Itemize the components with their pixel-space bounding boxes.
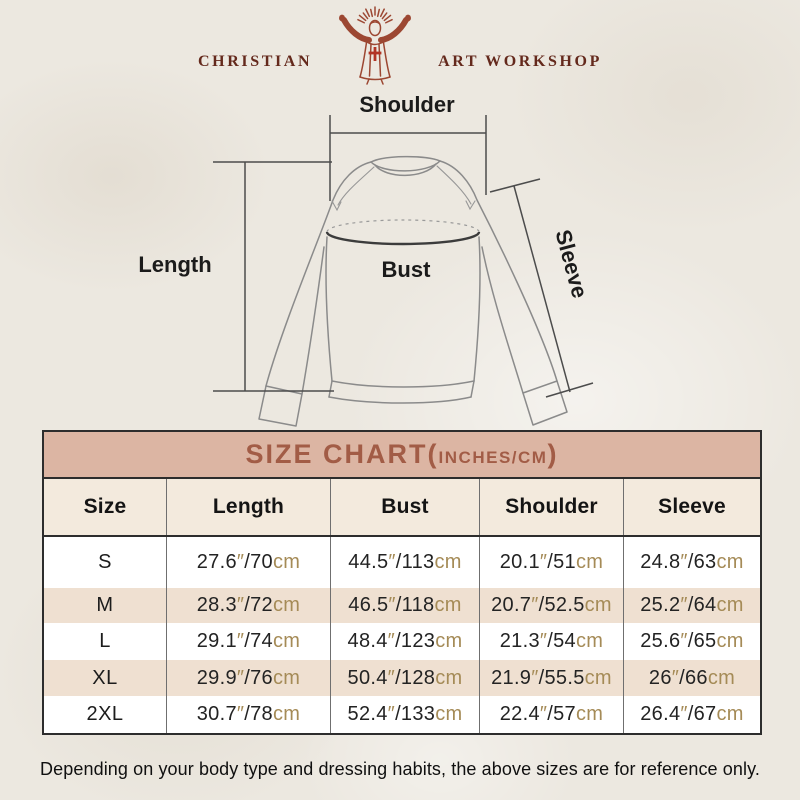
measurement-bust: 44.5 ″/113 cm	[331, 537, 480, 588]
measurement-sleeve: 25.6 ″/65 cm	[640, 630, 744, 652]
table-row-l: L 29.1 ″/74 cm 48.4 ″/123 cm 21.3 ″/54 cm 25.6 ″/65…	[44, 623, 760, 660]
measurement-length: 28.3 ″/72 cm	[167, 588, 331, 623]
size-chart-title: SIZE CHART(INCHES/CM)	[44, 432, 760, 479]
table-row-2xl: 2XL 30.7 ″/78 cm 52.4 ″/133 cm 22.4 ″/57 cm 26.4 ″ /…	[44, 696, 760, 733]
shoulder-dimension-line	[329, 115, 487, 201]
length-dimension-line	[213, 161, 334, 392]
sweater-outline	[258, 155, 568, 427]
measurement-length: 29.9 ″/76 cm	[167, 660, 331, 696]
brand-name-left: CHRISTIAN	[198, 53, 313, 70]
measurement-length: 29.1 ″/74 cm	[167, 623, 331, 660]
sleeve-dimension-line	[489, 178, 594, 398]
column-header-size: Size	[44, 479, 167, 535]
jesus-figure-icon	[339, 6, 412, 85]
size-chart-title-unit: INCHES/CM	[438, 448, 548, 467]
size-chart-title-close: )	[547, 439, 559, 469]
size-value: 2XL	[44, 696, 167, 733]
measurement-sleeve: 26.4 ″/67 cm	[640, 703, 744, 725]
column-header-shoulder: Shoulder	[480, 479, 624, 535]
size-value: S	[44, 537, 167, 588]
table-row-m: M 28.3 ″/72 cm 46.5 ″/118 cm 20.7 ″/52.5 cm 25.2 ″ /…	[44, 588, 760, 623]
measurement-shoulder: 22.4 ″/57 cm	[480, 696, 624, 733]
size-value: L	[44, 623, 167, 660]
measurement-bust: 50.4 ″/128 cm	[331, 660, 480, 696]
sweater-measurement-diagram: Shoulder Length Bust Sleeve	[138, 92, 594, 427]
bust-label: Bust	[382, 257, 432, 282]
table-header-row: Size Length Bust Shoulder Sleeve	[44, 479, 760, 537]
table-row-s: S 27.6 ″/70 cm 44.5 ″/113 cm 20.1 ″/51 cm 24.8 ″/63…	[44, 537, 760, 588]
column-header-sleeve: Sleeve	[658, 495, 726, 518]
brand-logo: CHRISTIAN	[0, 6, 800, 86]
footer-note: Depending on your body type and dressing…	[40, 759, 760, 779]
measurement-bust: 52.4 ″/133 cm	[331, 696, 480, 733]
measurement-shoulder: 21.9 ″/55.5 cm	[480, 660, 624, 696]
size-value: M	[44, 588, 167, 623]
length-label: Length	[138, 252, 211, 277]
size-value: XL	[44, 660, 167, 696]
table-body: S 27.6 ″/70 cm 44.5 ″/113 cm 20.1 ″/51 cm 24.8 ″/63…	[44, 537, 760, 733]
column-header-bust: Bust	[331, 479, 480, 535]
size-chart-title-main: SIZE CHART(	[245, 439, 439, 469]
size-chart-table: SIZE CHART(INCHES/CM) Size Length Bust Shou…	[42, 430, 762, 735]
measurement-length: 30.7 ″/78 cm	[167, 696, 331, 733]
measurement-shoulder: 21.3 ″/54 cm	[480, 623, 624, 660]
measurement-bust: 48.4 ″/123 cm	[331, 623, 480, 660]
measurement-sleeve: 24.8 ″/63 cm	[640, 551, 744, 573]
brand-name-right: ART WORKSHOP	[438, 53, 602, 70]
column-header-length: Length	[167, 479, 331, 535]
measurement-length: 27.6 ″/70 cm	[167, 537, 331, 588]
measurement-shoulder: 20.7 ″/52.5 cm	[480, 588, 624, 623]
shoulder-label: Shoulder	[359, 92, 455, 117]
sleeve-label: Sleeve	[550, 227, 592, 301]
table-row-xl: XL 29.9 ″/76 cm 50.4 ″/128 cm 21.9 ″/55.5 cm 26 ″/6…	[44, 660, 760, 696]
bust-measure-line	[325, 219, 481, 246]
measurement-sleeve: 26 ″/66 cm	[648, 666, 736, 689]
measurement-shoulder: 20.1 ″/51 cm	[480, 537, 624, 588]
measurement-bust: 46.5 ″/118 cm	[331, 588, 480, 623]
measurement-sleeve: 25.2 ″/64 cm	[640, 594, 744, 616]
